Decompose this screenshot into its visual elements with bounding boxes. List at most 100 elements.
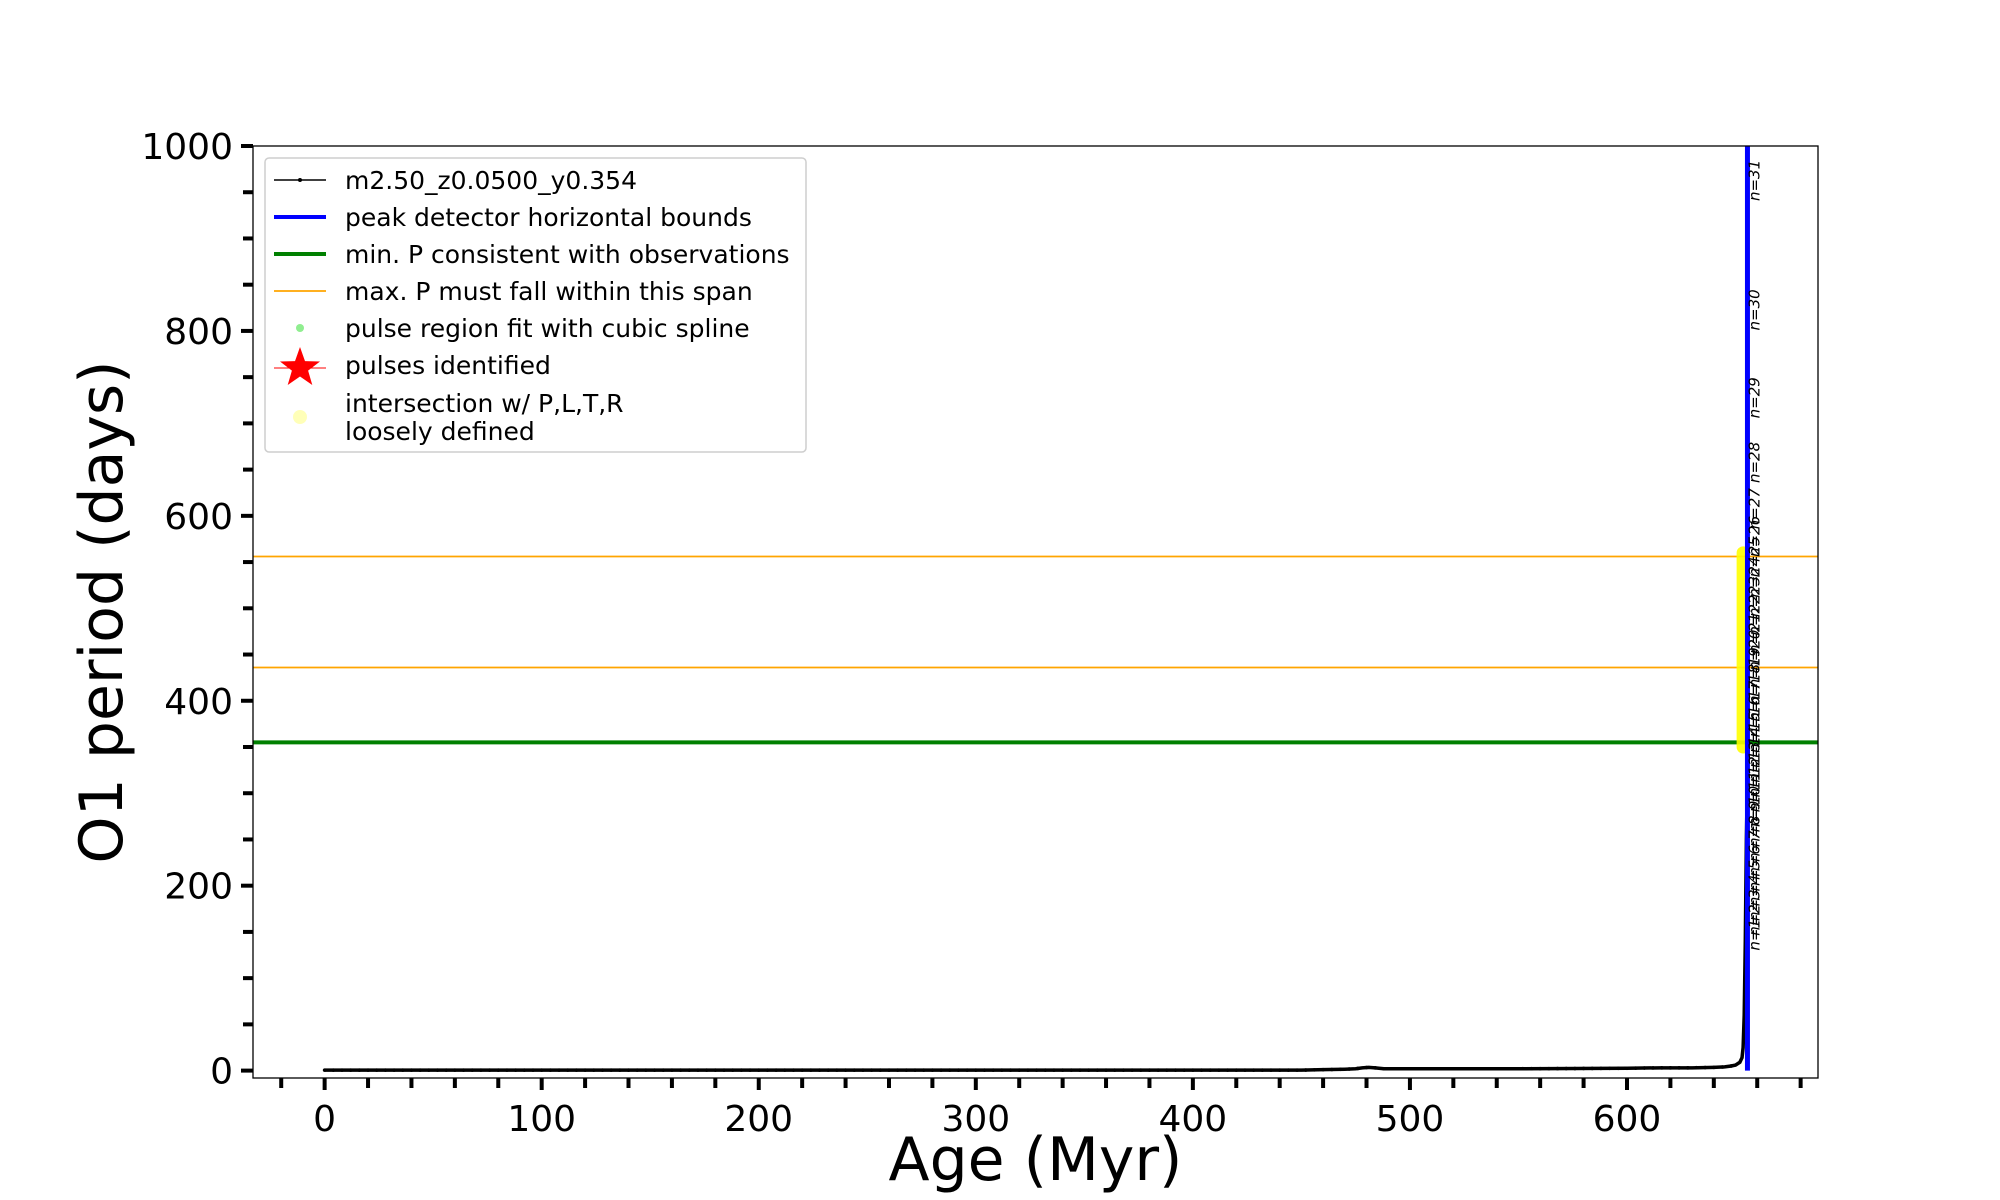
track-point <box>635 1068 639 1072</box>
pulse-label: n=13 <box>1745 741 1763 782</box>
plot-frame <box>252 145 1819 1079</box>
pulse-label: n=23 <box>1745 576 1763 617</box>
series-track-markers <box>322 1064 1733 1072</box>
legend-marker <box>280 347 320 385</box>
track-point <box>1208 1068 1213 1072</box>
track-point <box>1468 1066 1473 1071</box>
x-tick-label: 500 <box>1376 1099 1445 1140</box>
track-point <box>1677 1066 1681 1070</box>
track-point <box>1329 1067 1334 1072</box>
track-point <box>1138 1068 1143 1072</box>
x-tick-label: 300 <box>941 1099 1010 1140</box>
track-point <box>1503 1066 1508 1071</box>
plot-area <box>253 146 1818 1072</box>
track-point <box>1295 1068 1299 1072</box>
pulse-label: n=12 <box>1745 756 1763 797</box>
track-point <box>409 1068 414 1072</box>
track-point <box>1347 1067 1351 1071</box>
pulse-label: n=21 <box>1745 613 1763 654</box>
pulse-label: n=5 <box>1745 860 1763 892</box>
track-point <box>1555 1066 1560 1071</box>
track-point <box>1217 1068 1221 1072</box>
legend-marker <box>293 410 307 424</box>
minor-ticks <box>243 190 1803 1088</box>
track-point <box>1356 1066 1360 1071</box>
track-point <box>322 1068 327 1072</box>
track-point <box>1321 1067 1325 1072</box>
track-point <box>1642 1066 1647 1070</box>
track-point <box>1651 1066 1655 1070</box>
pulse-label: n=3 <box>1745 889 1763 921</box>
legend-label: pulses identified <box>345 351 551 380</box>
track-point <box>1086 1068 1091 1072</box>
track-point <box>1573 1066 1577 1071</box>
track-point <box>947 1068 952 1072</box>
track-point <box>1633 1066 1638 1070</box>
track-point <box>852 1068 857 1072</box>
track-point <box>1130 1068 1134 1072</box>
track-point <box>1260 1068 1265 1072</box>
track-point <box>1199 1068 1204 1072</box>
track-point <box>644 1068 648 1072</box>
track-point <box>539 1068 544 1072</box>
track-point <box>392 1068 396 1072</box>
x-tick-label: 600 <box>1593 1099 1662 1140</box>
track-point <box>357 1068 362 1072</box>
track-point <box>487 1068 492 1072</box>
track-point <box>1277 1068 1282 1072</box>
legend-label: intersection w/ P,L,T,R <box>345 389 624 418</box>
track-point <box>1373 1066 1377 1070</box>
legend-label: pulse region fit with cubic spline <box>345 314 750 343</box>
track-point <box>383 1068 388 1072</box>
track-point <box>470 1068 475 1072</box>
pulse-label: n=4 <box>1745 875 1763 907</box>
track-point <box>1269 1068 1273 1072</box>
y-axis-label: O1 period (days) <box>67 360 137 863</box>
track-point <box>1442 1066 1447 1071</box>
pulse-label: n=30 <box>1745 289 1763 330</box>
track-point <box>1182 1068 1186 1072</box>
track-point <box>1234 1068 1239 1072</box>
track-point <box>331 1068 336 1072</box>
track-point <box>374 1068 379 1072</box>
track-point <box>1390 1066 1395 1071</box>
track-point <box>800 1068 804 1072</box>
track-point <box>982 1068 987 1072</box>
track-point <box>418 1068 422 1072</box>
track-point <box>1364 1065 1369 1070</box>
track-point <box>583 1068 587 1072</box>
pulse-labels: n=31 n=30 n=29 n=28 n=27n=26n=25n=24n=23n=22… <box>1745 160 1763 951</box>
track-point <box>765 1068 770 1072</box>
track-point <box>574 1068 579 1072</box>
track-point <box>1564 1066 1569 1071</box>
track-point <box>548 1068 553 1072</box>
y-tick-label: 0 <box>210 1052 233 1093</box>
track-point <box>991 1068 995 1072</box>
track-point <box>739 1068 744 1072</box>
pulse-label: n=6 <box>1745 845 1763 877</box>
pulse-label: n=17 <box>1745 680 1763 722</box>
track-point <box>1547 1066 1551 1071</box>
track-point <box>1529 1066 1534 1071</box>
track-point <box>531 1068 535 1072</box>
track-point <box>522 1068 527 1072</box>
pulse-label: n=19 <box>1745 647 1763 688</box>
track-point <box>678 1068 683 1072</box>
track-point <box>1303 1068 1308 1072</box>
track-point <box>1026 1068 1030 1072</box>
pulse-label: n=20 <box>1745 630 1763 671</box>
y-tick-label: 400 <box>164 682 233 723</box>
pulse-label: n=2 <box>1745 904 1763 936</box>
track-point <box>1668 1066 1673 1070</box>
pulse-label: n=22 <box>1745 594 1763 635</box>
track-point <box>366 1068 370 1072</box>
track-point <box>661 1068 666 1072</box>
pulse-label: n=27 <box>1745 488 1763 530</box>
track-point <box>1147 1068 1152 1072</box>
track-point <box>1581 1066 1586 1071</box>
pulse-label: n=18 <box>1745 664 1763 705</box>
legend-label: peak detector horizontal bounds <box>345 203 752 232</box>
track-point <box>887 1068 891 1072</box>
